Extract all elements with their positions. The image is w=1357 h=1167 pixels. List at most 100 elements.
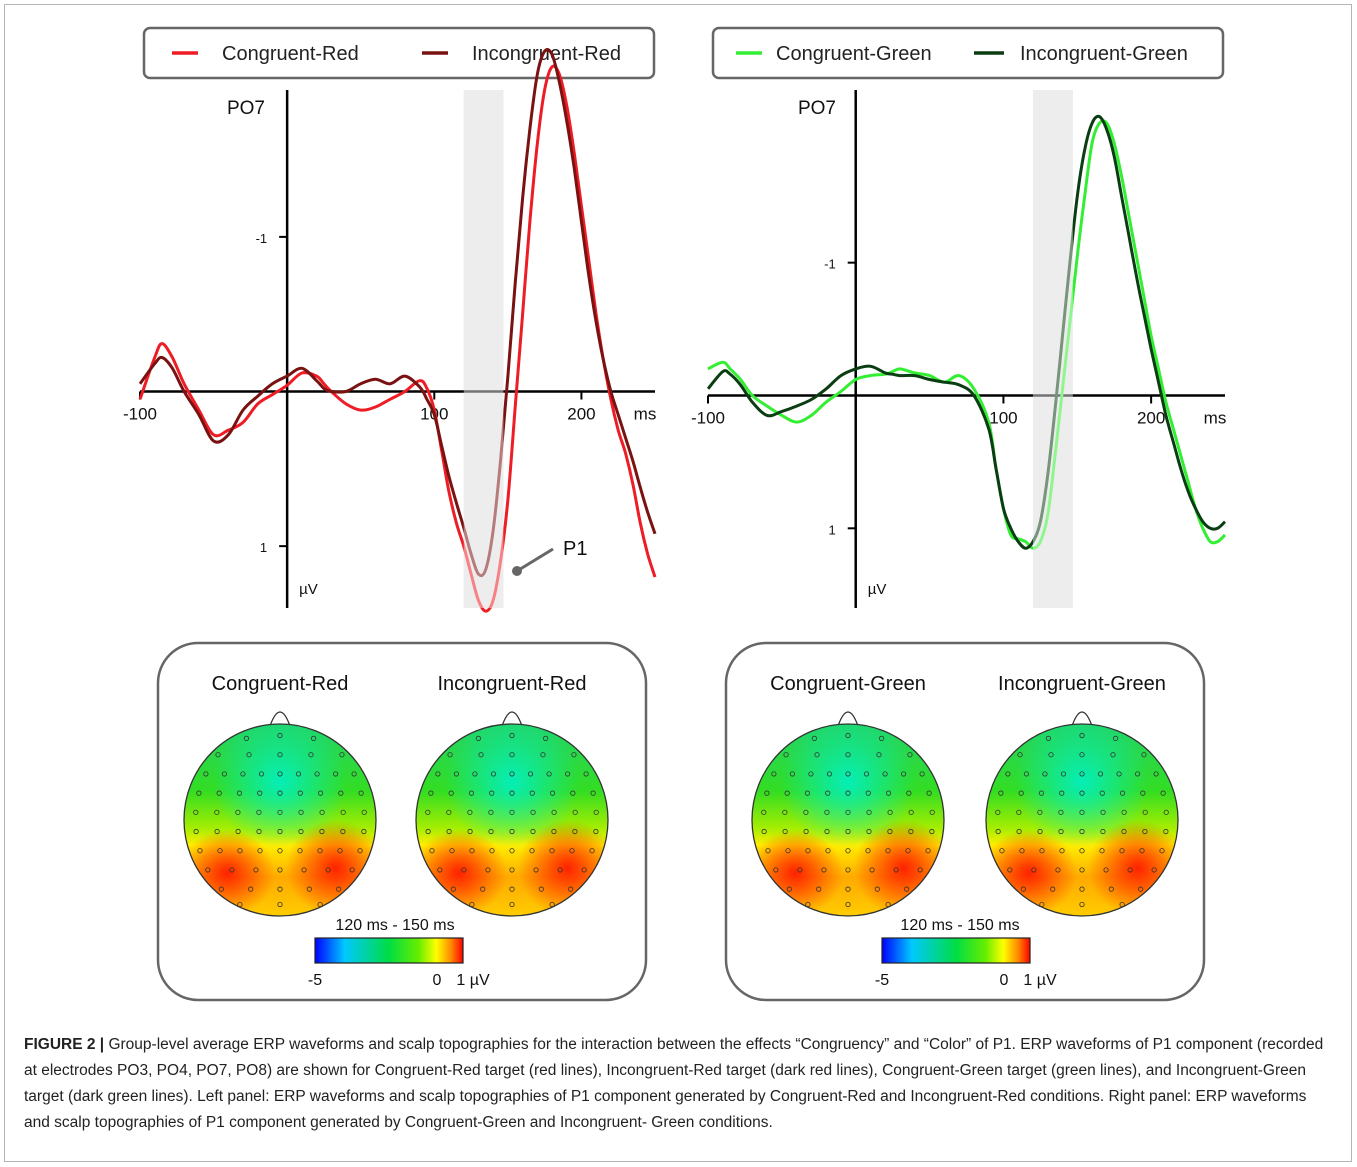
figure-frame <box>4 4 1352 1162</box>
electrode-marker <box>593 809 599 815</box>
electrode-marker <box>549 901 555 908</box>
electrode-marker <box>277 886 283 892</box>
electrode-marker <box>489 790 495 796</box>
electrode-marker <box>557 867 563 873</box>
electrode-marker <box>1039 848 1045 854</box>
electrode-marker <box>583 771 589 777</box>
electrode-marker <box>298 809 304 815</box>
legend-label-2: Incongruent-Green <box>1020 43 1188 65</box>
p1-window-overlay <box>1032 90 1073 608</box>
electrode-marker <box>845 771 851 777</box>
electrode-marker <box>1048 752 1054 758</box>
electrode-marker <box>816 886 822 892</box>
electrode-marker <box>906 790 912 796</box>
electrode-marker <box>1138 886 1144 892</box>
electrode-marker <box>277 771 283 777</box>
y-tick-label: -1 <box>256 231 268 246</box>
electrode-marker <box>581 867 587 873</box>
electrode-marker <box>246 752 252 758</box>
electrode-marker <box>811 735 818 742</box>
electrode-marker <box>1142 809 1148 815</box>
electrode-marker <box>551 828 557 835</box>
topography-panel-2: Congruent-Green Incongruent-Green 120 ms -… <box>724 641 1206 1002</box>
y-unit-label: µV <box>299 581 318 598</box>
electrode-marker <box>571 752 577 758</box>
electrode-marker <box>893 867 899 873</box>
electrode-marker <box>845 867 851 873</box>
electrode-marker <box>549 848 555 854</box>
electrode-marker <box>593 828 599 835</box>
electrode-marker <box>217 848 223 854</box>
topomap-label: Congruent-Red <box>212 673 349 695</box>
electrode-marker <box>865 848 871 854</box>
head-nose <box>1071 711 1093 727</box>
electrode-marker <box>530 828 536 835</box>
electrode-marker <box>1023 771 1030 777</box>
electrode-marker <box>277 828 283 835</box>
electrode-marker <box>1020 886 1026 892</box>
electrode-marker <box>340 809 346 815</box>
electrode-marker <box>332 771 339 777</box>
electrode-marker <box>572 828 578 835</box>
electrode-marker <box>1099 790 1105 796</box>
series-line-congruent-red <box>138 64 657 613</box>
electrode-marker <box>425 809 431 815</box>
electrode-marker <box>1079 809 1085 815</box>
electrode-marker <box>845 886 851 892</box>
electrode-marker <box>866 828 872 835</box>
electrode-marker <box>449 848 455 854</box>
electrode-marker <box>240 771 246 777</box>
colorbar <box>881 937 1031 964</box>
electrode-marker <box>349 867 355 873</box>
p1-time-window <box>463 90 504 608</box>
x-unit-label: ms <box>634 405 657 424</box>
electrode-marker <box>1113 735 1119 742</box>
electrode-marker <box>319 828 325 835</box>
electrode-marker <box>824 809 830 815</box>
electrode-marker <box>243 735 249 742</box>
electrode-marker <box>929 809 935 815</box>
electrode-marker <box>1139 848 1145 854</box>
head-outline <box>751 723 945 917</box>
electrode-marker <box>196 790 202 796</box>
electrode-marker <box>919 771 925 777</box>
electrode-marker <box>863 771 870 777</box>
electrode-marker <box>509 752 515 758</box>
electrode-marker <box>845 809 851 815</box>
electrode-marker <box>995 809 1001 815</box>
electrode-marker <box>803 828 809 835</box>
electrode-marker <box>205 867 211 873</box>
electrode-marker <box>469 848 475 854</box>
p1-window-overlay <box>463 90 504 608</box>
electrode-marker <box>926 790 932 796</box>
electrode-marker <box>803 809 809 815</box>
electrode-marker <box>1153 771 1159 777</box>
electrode-marker <box>358 790 364 796</box>
caption-text: Group-level average ERP waveforms and sc… <box>24 1036 1324 1131</box>
y-tick-label: 1 <box>828 522 835 537</box>
electrode-marker <box>824 828 830 835</box>
electrode-marker <box>310 735 317 742</box>
electrode-marker <box>1110 752 1116 758</box>
electrode-marker <box>904 886 910 892</box>
electrode-marker <box>782 809 788 815</box>
electrode-marker <box>435 771 441 777</box>
electrode-marker <box>351 771 357 777</box>
time-window-label: 120 ms - 150 ms <box>335 917 454 934</box>
electrode-marker <box>509 809 515 815</box>
electrode-marker <box>1079 790 1085 796</box>
figure-canvas: Congruent-Red Incongruent-Red-100 100 200 ms… <box>123 26 1226 1002</box>
electrode-marker <box>1121 828 1127 835</box>
electrode-marker <box>339 752 345 758</box>
y-tick-label: 1 <box>260 540 267 555</box>
electrode-marker <box>428 790 434 796</box>
electrode-marker <box>193 828 199 835</box>
colorbar-min-label: -5 <box>875 972 889 989</box>
head-outline <box>183 723 377 917</box>
electrode-marker <box>905 848 911 854</box>
x-tick-label: 200 <box>1137 408 1165 427</box>
time-window-label: 120 ms - 150 ms <box>900 917 1019 934</box>
electrode-marker <box>1058 809 1064 815</box>
electrode-marker <box>564 771 571 777</box>
electrode-marker <box>814 752 820 758</box>
